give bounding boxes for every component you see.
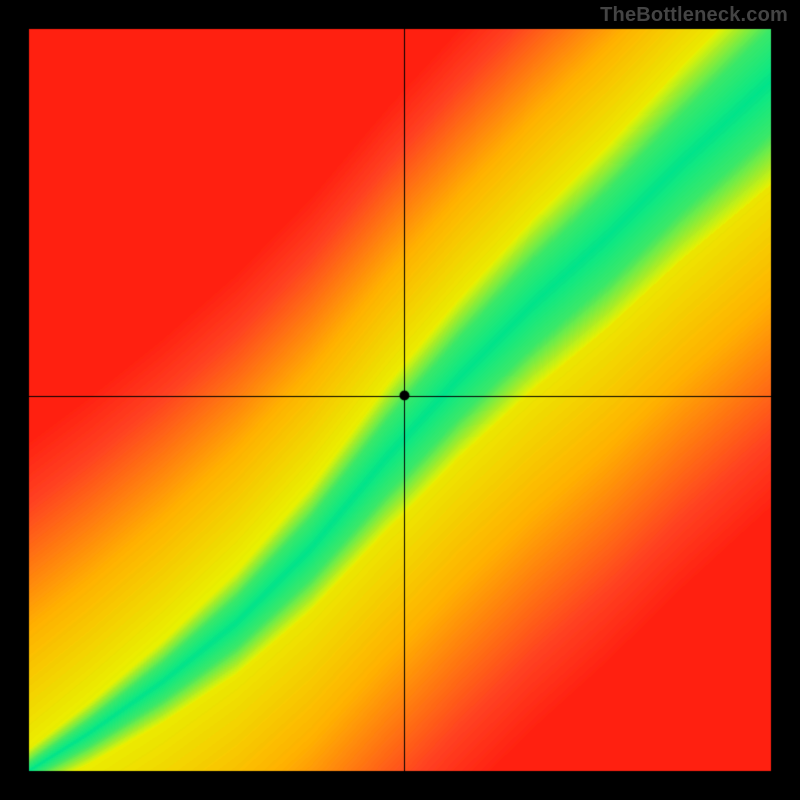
watermark-text: TheBottleneck.com <box>600 4 788 27</box>
root: TheBottleneck.com <box>0 0 800 800</box>
bottleneck-heatmap-canvas <box>0 0 800 800</box>
